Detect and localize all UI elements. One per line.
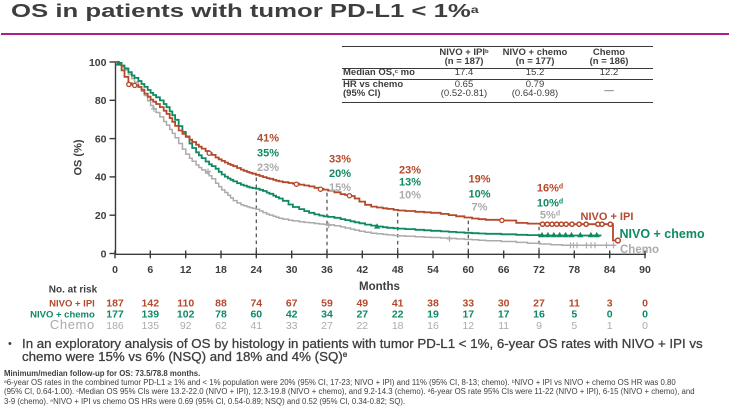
- svg-text:0: 0: [642, 297, 648, 309]
- svg-text:12: 12: [462, 320, 474, 332]
- svg-text:20%: 20%: [329, 168, 351, 180]
- svg-text:13%: 13%: [399, 177, 421, 189]
- svg-text:17: 17: [498, 308, 510, 320]
- svg-text:23%: 23%: [399, 164, 421, 176]
- svg-text:78: 78: [215, 308, 227, 320]
- svg-text:27: 27: [533, 297, 545, 309]
- svg-text:48: 48: [392, 264, 404, 276]
- svg-text:41: 41: [250, 320, 262, 332]
- svg-text:72: 72: [533, 264, 545, 276]
- svg-text:5: 5: [571, 320, 577, 332]
- svg-text:1: 1: [607, 320, 613, 332]
- svg-text:88: 88: [215, 297, 227, 309]
- svg-text:19%: 19%: [468, 173, 490, 185]
- svg-text:60: 60: [95, 133, 107, 145]
- svg-text:42: 42: [286, 308, 298, 320]
- svg-text:10%d: 10%d: [537, 197, 563, 209]
- svg-text:92: 92: [180, 320, 192, 332]
- svg-text:186: 186: [106, 320, 124, 332]
- svg-text:5: 5: [571, 308, 577, 320]
- svg-text:40: 40: [95, 172, 107, 184]
- svg-text:16%d: 16%d: [537, 183, 563, 195]
- svg-text:100: 100: [89, 57, 107, 69]
- svg-text:102: 102: [177, 308, 195, 320]
- svg-text:6: 6: [147, 264, 153, 276]
- svg-text:187: 187: [106, 297, 124, 309]
- svg-text:12: 12: [180, 264, 192, 276]
- svg-text:90: 90: [639, 264, 651, 276]
- svg-text:16: 16: [427, 320, 439, 332]
- svg-text:5%d: 5%d: [540, 210, 560, 222]
- svg-text:11: 11: [569, 297, 580, 309]
- svg-text:10%: 10%: [468, 188, 490, 200]
- svg-text:19: 19: [427, 308, 439, 320]
- svg-text:84: 84: [604, 264, 616, 276]
- svg-text:15%: 15%: [329, 182, 351, 194]
- svg-text:49: 49: [356, 297, 368, 309]
- svg-text:34: 34: [321, 308, 333, 320]
- svg-text:66: 66: [498, 264, 510, 276]
- svg-text:20: 20: [95, 210, 107, 222]
- svg-text:24: 24: [250, 264, 262, 276]
- svg-text:41: 41: [392, 297, 404, 309]
- svg-text:41%: 41%: [257, 132, 279, 144]
- svg-text:NIVO + chemo: NIVO + chemo: [620, 227, 705, 241]
- svg-text:30: 30: [286, 264, 298, 276]
- svg-text:0: 0: [642, 308, 648, 320]
- svg-text:27: 27: [356, 308, 368, 320]
- svg-text:67: 67: [286, 297, 298, 309]
- svg-text:16: 16: [533, 308, 545, 320]
- svg-text:Months: Months: [359, 281, 400, 293]
- svg-text:No. at risk: No. at risk: [49, 285, 98, 296]
- svg-text:9: 9: [536, 320, 542, 332]
- svg-text:NIVO + IPI: NIVO + IPI: [49, 298, 95, 309]
- svg-text:33%: 33%: [329, 153, 351, 165]
- svg-text:0: 0: [642, 320, 648, 332]
- svg-text:36: 36: [321, 264, 333, 276]
- svg-text:NIVO + chemo: NIVO + chemo: [30, 309, 95, 320]
- svg-text:110: 110: [177, 297, 194, 309]
- svg-text:38: 38: [427, 297, 439, 309]
- svg-text:23%: 23%: [257, 162, 279, 174]
- svg-text:17: 17: [462, 308, 474, 320]
- svg-text:22: 22: [392, 308, 404, 320]
- svg-text:78: 78: [568, 264, 580, 276]
- svg-text:60: 60: [462, 264, 474, 276]
- svg-text:142: 142: [142, 297, 160, 309]
- svg-text:139: 139: [142, 308, 160, 320]
- svg-text:18: 18: [392, 320, 404, 332]
- svg-text:0: 0: [101, 248, 107, 260]
- svg-text:Chemo: Chemo: [50, 317, 95, 332]
- svg-text:59: 59: [321, 297, 333, 309]
- svg-text:27: 27: [321, 320, 333, 332]
- svg-text:3: 3: [607, 297, 613, 309]
- svg-text:18: 18: [215, 264, 227, 276]
- svg-text:35%: 35%: [257, 147, 279, 159]
- svg-text:33: 33: [286, 320, 298, 332]
- svg-text:NIVO + IPI: NIVO + IPI: [581, 211, 634, 223]
- svg-text:0: 0: [607, 308, 613, 320]
- svg-text:62: 62: [215, 320, 227, 332]
- svg-text:135: 135: [142, 320, 160, 332]
- svg-text:10%: 10%: [399, 190, 421, 202]
- svg-text:74: 74: [250, 297, 262, 309]
- svg-text:OS (%): OS (%): [73, 139, 85, 175]
- svg-text:80: 80: [95, 95, 107, 107]
- svg-text:0: 0: [112, 264, 118, 276]
- svg-text:22: 22: [356, 320, 368, 332]
- svg-text:7%: 7%: [472, 201, 488, 213]
- svg-text:33: 33: [462, 297, 474, 309]
- svg-text:54: 54: [427, 264, 439, 276]
- svg-text:30: 30: [498, 297, 510, 309]
- svg-text:177: 177: [106, 308, 124, 320]
- svg-text:60: 60: [250, 308, 262, 320]
- svg-text:42: 42: [356, 264, 368, 276]
- svg-text:Chemo: Chemo: [620, 244, 659, 256]
- svg-text:11: 11: [498, 320, 509, 332]
